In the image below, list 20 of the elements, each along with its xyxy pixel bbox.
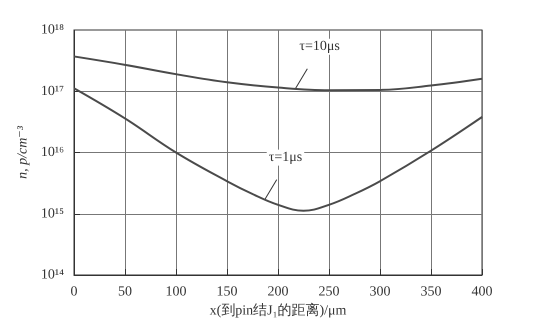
line-series xyxy=(73,55,483,92)
y-axis-title: n, p/cm⁻³ xyxy=(16,125,30,179)
annotation: τ=10μs xyxy=(299,39,340,54)
x-tick-label: 0 xyxy=(70,284,78,300)
x-tick-label: 300 xyxy=(370,284,390,300)
x-axis-title: x(到pin结J₁的距离)/μm xyxy=(210,302,347,318)
x-tick-label: 150 xyxy=(216,284,238,300)
x-tick-label: 50 xyxy=(118,284,132,300)
x-tick-label: 250 xyxy=(318,284,340,300)
x-tick-label: 100 xyxy=(166,284,186,300)
x-tick-label: 200 xyxy=(268,284,288,300)
x-tick-label: 400 xyxy=(472,284,492,300)
y-tick-label: 10¹⁴ xyxy=(40,268,64,282)
annotation: τ=1μs xyxy=(268,150,302,166)
y-tick-label: 10¹⁶ xyxy=(40,145,64,160)
y-tick-label: 10¹⁵ xyxy=(40,206,64,222)
x-tick-label: 350 xyxy=(420,284,442,300)
y-tick-label: 10¹⁸ xyxy=(40,22,64,38)
line-series xyxy=(73,87,483,212)
y-tick-label: 10¹⁷ xyxy=(40,84,64,99)
